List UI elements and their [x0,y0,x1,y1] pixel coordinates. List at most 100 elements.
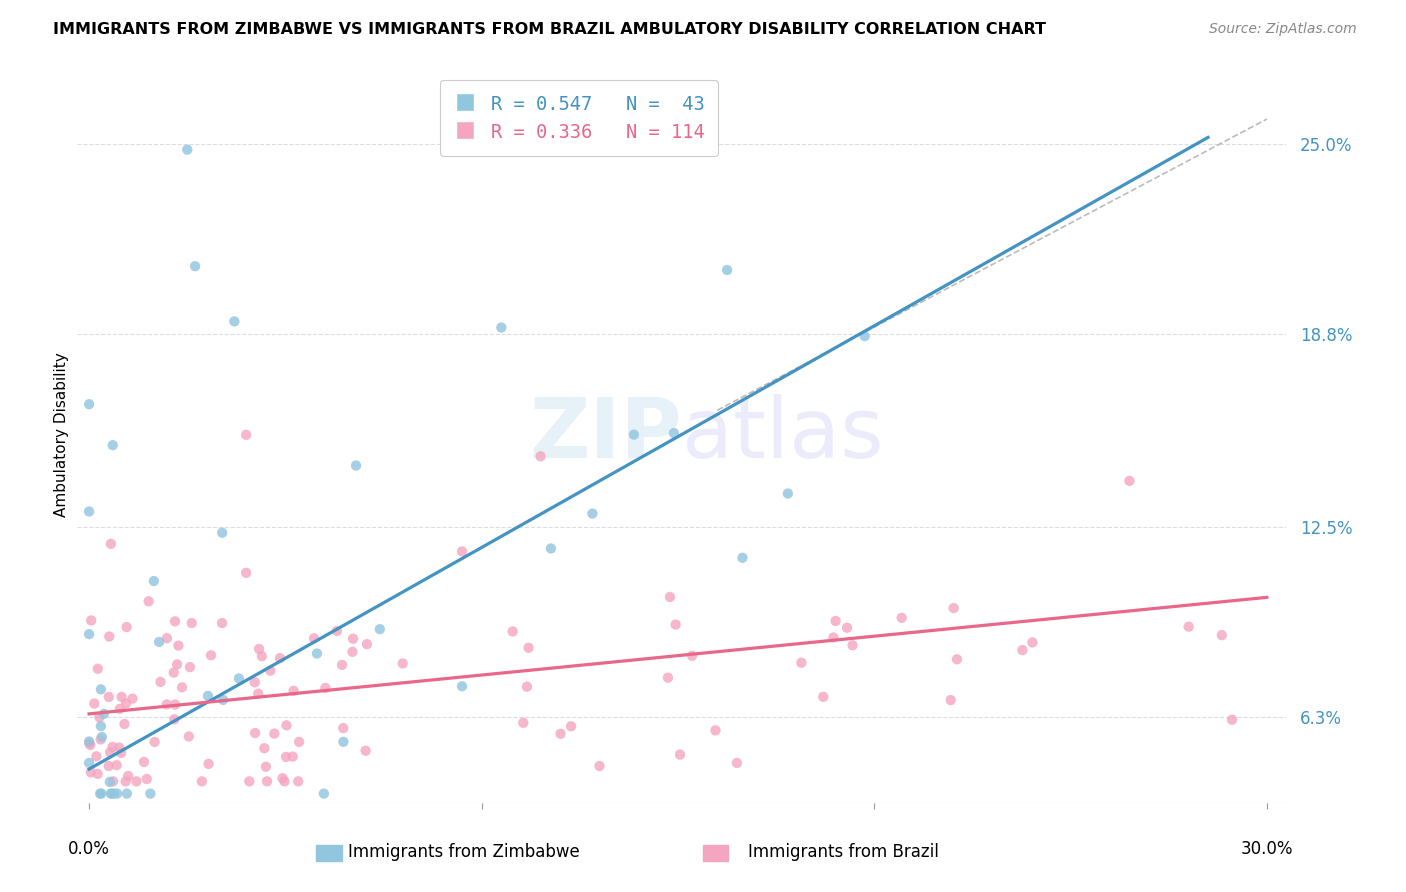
Point [100,537,122,551]
Point [305,647,328,661]
Point [238,774,260,789]
Point [512,715,534,730]
Point [101,438,124,452]
Point [115,697,138,711]
Point [77,756,100,770]
Point [273,774,295,789]
Point [77,734,100,748]
Point [80,614,103,628]
Point [90,682,112,697]
Point [1021,635,1043,649]
Point [491,320,513,334]
Point [117,769,139,783]
Point [97,759,120,773]
Point [100,787,122,801]
Point [391,657,413,671]
Point [156,631,179,645]
Legend: R = 0.547   N =  43, R = 0.336   N = 114: R = 0.547 N = 43, R = 0.336 N = 114 [440,80,718,156]
Point [550,727,572,741]
Point [332,721,354,735]
Point [1011,643,1033,657]
Point [1211,628,1233,642]
Point [326,624,349,638]
Point [271,771,294,785]
Point [813,690,835,704]
Point [176,143,198,157]
Point [581,507,603,521]
Point [314,681,336,695]
Point [121,691,143,706]
Point [835,621,858,635]
Point [83,697,105,711]
Point [90,730,112,744]
Point [105,787,128,801]
Text: atlas: atlas [682,394,883,475]
Point [725,756,748,770]
Point [288,735,311,749]
Point [79,738,101,752]
Point [823,631,845,645]
Point [939,693,962,707]
Point [101,739,124,754]
Point [142,574,165,588]
Point [330,657,353,672]
Point [824,614,846,628]
Point [250,649,273,664]
Point [588,759,610,773]
Point [263,726,285,740]
Point [853,329,876,343]
Point [86,749,108,764]
Point [269,651,291,665]
Point [235,428,257,442]
Point [253,741,276,756]
Point [98,745,121,759]
Point [167,639,190,653]
Point [132,755,155,769]
Point [180,615,202,630]
Point [669,747,692,762]
Point [103,787,125,801]
Point [105,758,128,772]
Point [354,744,377,758]
Point [540,541,562,556]
Point [115,620,138,634]
Point [312,787,335,801]
Point [256,774,278,789]
Point [114,717,136,731]
Point [281,749,304,764]
Point [100,787,122,801]
Point [451,544,474,558]
Point [110,746,132,760]
Text: 30.0%: 30.0% [1240,839,1294,857]
Point [77,736,100,750]
Point [149,674,172,689]
Point [197,756,219,771]
Point [156,698,179,712]
Point [200,648,222,663]
Point [704,723,727,738]
Point [108,702,131,716]
Point [247,642,270,657]
Point [302,632,325,646]
Point [163,665,186,680]
Point [342,632,364,646]
Point [86,767,108,781]
Point [135,772,157,786]
Point [87,662,110,676]
Point [211,615,233,630]
Point [170,681,193,695]
Point [177,730,200,744]
Point [228,672,250,686]
Point [942,601,965,615]
Point [114,774,136,789]
Point [560,719,582,733]
Point [243,675,266,690]
Point [166,657,188,672]
Point [332,735,354,749]
Text: Source: ZipAtlas.com: Source: ZipAtlas.com [1209,22,1357,37]
Point [529,450,551,464]
Point [108,740,131,755]
Point [93,706,115,721]
Point [191,774,214,789]
Point [163,712,186,726]
